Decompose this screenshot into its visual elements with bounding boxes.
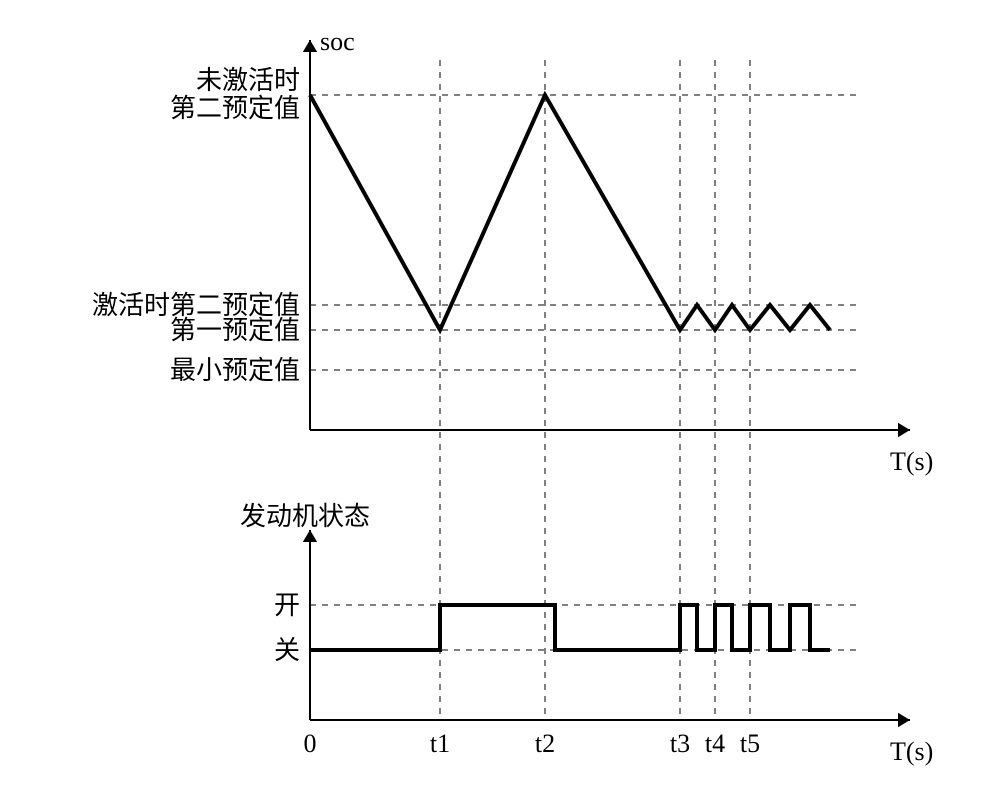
svg-text:开: 开 (274, 591, 300, 620)
svg-text:第一预定值: 第一预定值 (170, 316, 300, 345)
svg-text:t2: t2 (535, 729, 555, 758)
svg-text:第二预定值: 第二预定值 (170, 94, 300, 123)
svg-text:t4: t4 (705, 729, 725, 758)
diagram-svg: socT(s)未激活时第二预定值激活时第二预定值第一预定值最小预定值发动机状态开… (0, 0, 1000, 806)
svg-text:0: 0 (304, 729, 317, 758)
svg-text:t1: t1 (430, 729, 450, 758)
diagram-container: socT(s)未激活时第二预定值激活时第二预定值第一预定值最小预定值发动机状态开… (0, 0, 1000, 806)
svg-text:T(s): T(s) (890, 447, 933, 476)
svg-text:发动机状态: 发动机状态 (240, 502, 370, 531)
svg-text:关: 关 (274, 636, 300, 665)
svg-text:T(s): T(s) (890, 737, 933, 766)
svg-text:t3: t3 (670, 729, 690, 758)
svg-text:未激活时: 未激活时 (196, 66, 300, 95)
svg-text:soc: soc (320, 27, 355, 56)
svg-text:t5: t5 (740, 729, 760, 758)
svg-text:最小预定值: 最小预定值 (170, 356, 300, 385)
